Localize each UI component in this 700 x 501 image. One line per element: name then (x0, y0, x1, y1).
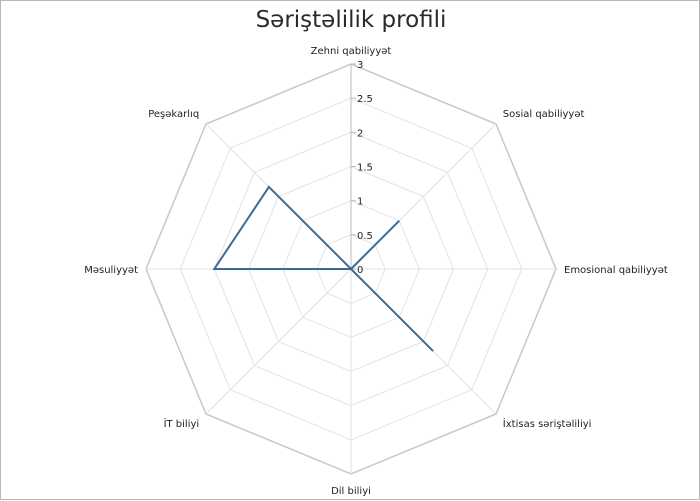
tick-label: 3 (357, 60, 363, 71)
category-label: İxtisas səriştəliliyi (503, 417, 592, 430)
series-line (212, 185, 434, 352)
tick-label: 1 (357, 197, 363, 208)
tick-label: 2 (357, 128, 363, 139)
category-label: Peşəkarlıq (148, 109, 199, 120)
tick-label: 0 (357, 265, 363, 276)
tick-label: 2.5 (357, 94, 373, 105)
tick-label: 0.5 (357, 231, 373, 242)
tick-label: 1.5 (357, 163, 373, 174)
category-label: Emosional qabiliyyət (564, 265, 668, 276)
category-label: Məsuliyyət (84, 265, 138, 276)
category-label: Sosial qabiliyyət (503, 109, 585, 120)
category-label: İT biliyi (164, 417, 200, 430)
category-label: Zehni qabiliyyət (311, 46, 392, 57)
grid-spoke (205, 268, 352, 415)
category-label: Dil biliyi (331, 486, 371, 497)
chart-title: Səriştəlilik profili (255, 7, 447, 33)
